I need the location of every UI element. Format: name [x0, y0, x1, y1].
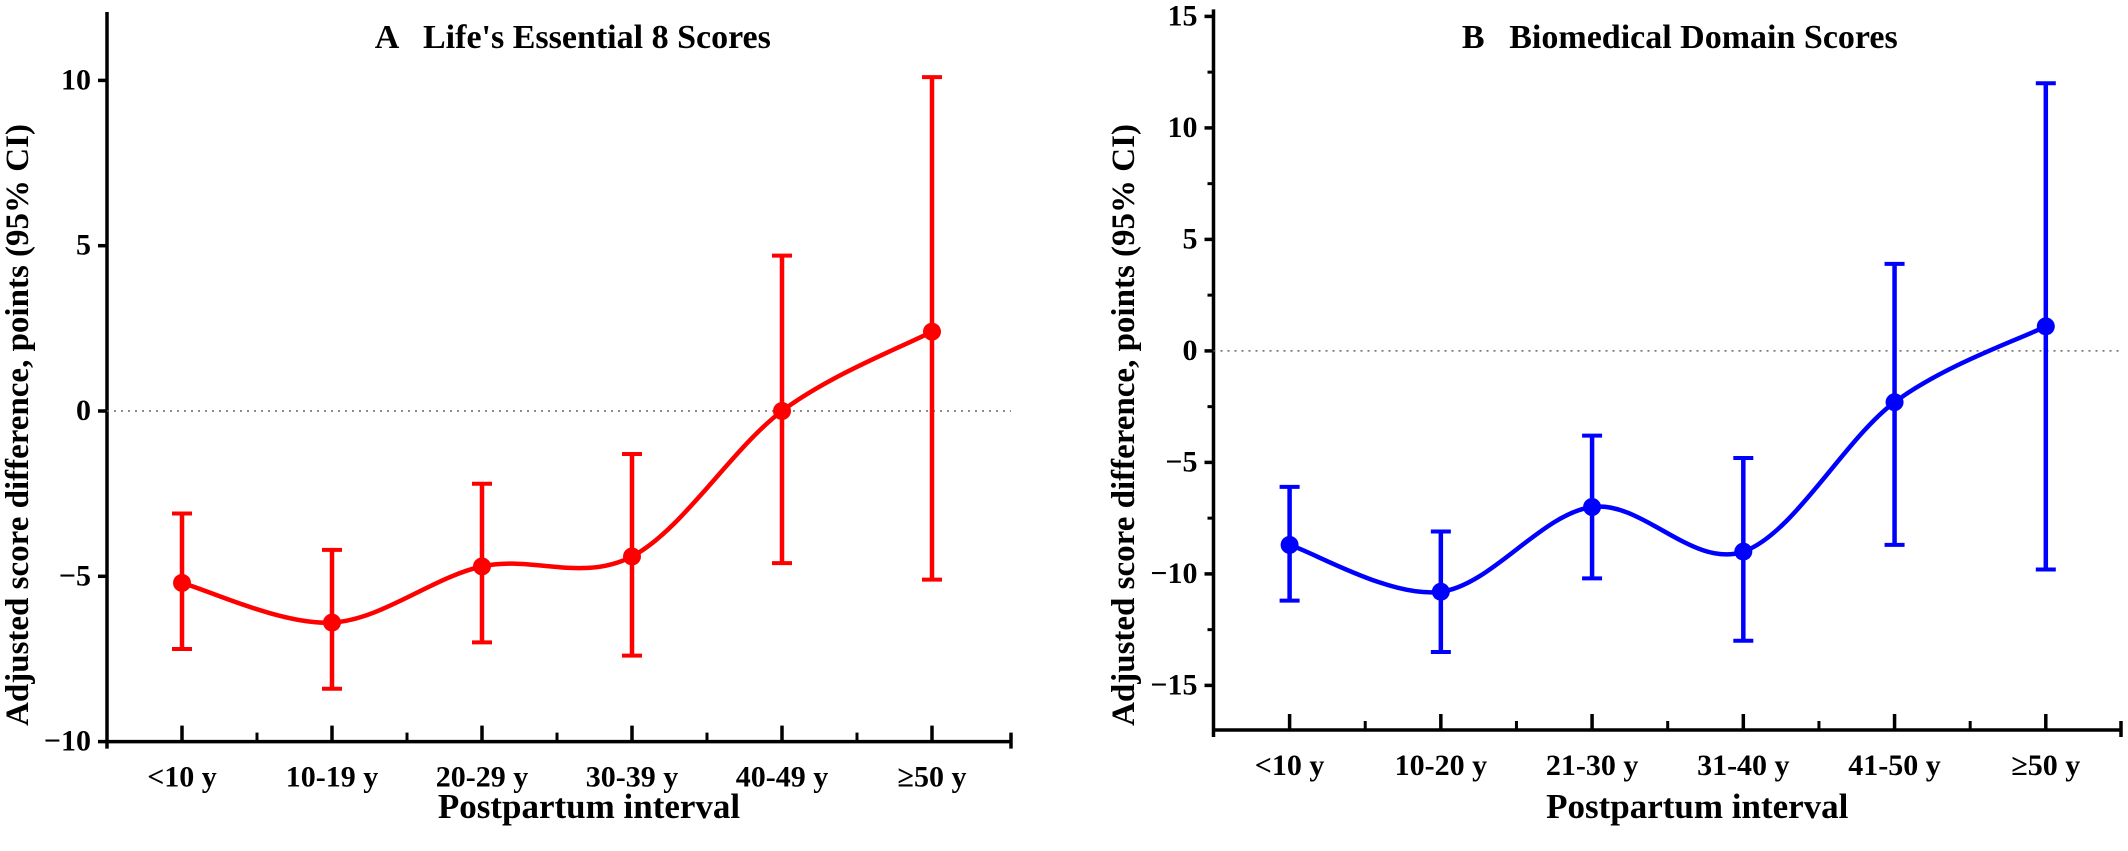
- svg-text:<10 y: <10 y: [1255, 749, 1325, 782]
- svg-text:5: 5: [76, 229, 91, 262]
- svg-text:10: 10: [61, 63, 91, 96]
- svg-text:A: A: [375, 19, 400, 56]
- svg-text:21-30 y: 21-30 y: [1546, 749, 1639, 782]
- svg-text:0: 0: [1183, 334, 1198, 367]
- svg-text:31-40 y: 31-40 y: [1697, 749, 1790, 782]
- svg-text:0: 0: [76, 394, 91, 427]
- svg-text:<10 y: <10 y: [147, 761, 217, 794]
- svg-text:−15: −15: [1150, 668, 1197, 701]
- svg-text:Biomedical Domain Scores: Biomedical Domain Scores: [1509, 19, 1897, 56]
- svg-text:B: B: [1462, 19, 1485, 56]
- svg-text:−10: −10: [44, 725, 91, 758]
- svg-text:≥50 y: ≥50 y: [898, 761, 967, 794]
- svg-text:15: 15: [1168, 0, 1198, 32]
- svg-text:−10: −10: [1150, 557, 1197, 590]
- svg-text:Adjusted score difference, poi: Adjusted score difference, points (95% C…: [0, 124, 36, 726]
- svg-text:Postpartum interval: Postpartum interval: [438, 787, 741, 826]
- svg-text:10-20 y: 10-20 y: [1395, 749, 1488, 782]
- svg-text:10-19 y: 10-19 y: [286, 761, 379, 794]
- svg-text:Postpartum interval: Postpartum interval: [1546, 787, 1849, 826]
- svg-text:5: 5: [1183, 222, 1198, 255]
- svg-text:Life's Essential 8 Scores: Life's Essential 8 Scores: [423, 19, 771, 56]
- svg-text:−5: −5: [1165, 445, 1197, 478]
- svg-text:41-50 y: 41-50 y: [1848, 749, 1941, 782]
- svg-text:40-49 y: 40-49 y: [736, 761, 829, 794]
- svg-text:10: 10: [1168, 111, 1198, 144]
- svg-text:−5: −5: [59, 559, 91, 592]
- svg-text:≥50 y: ≥50 y: [2011, 749, 2080, 782]
- svg-text:Adjusted score difference, poi: Adjusted score difference, points (95% C…: [1106, 124, 1142, 726]
